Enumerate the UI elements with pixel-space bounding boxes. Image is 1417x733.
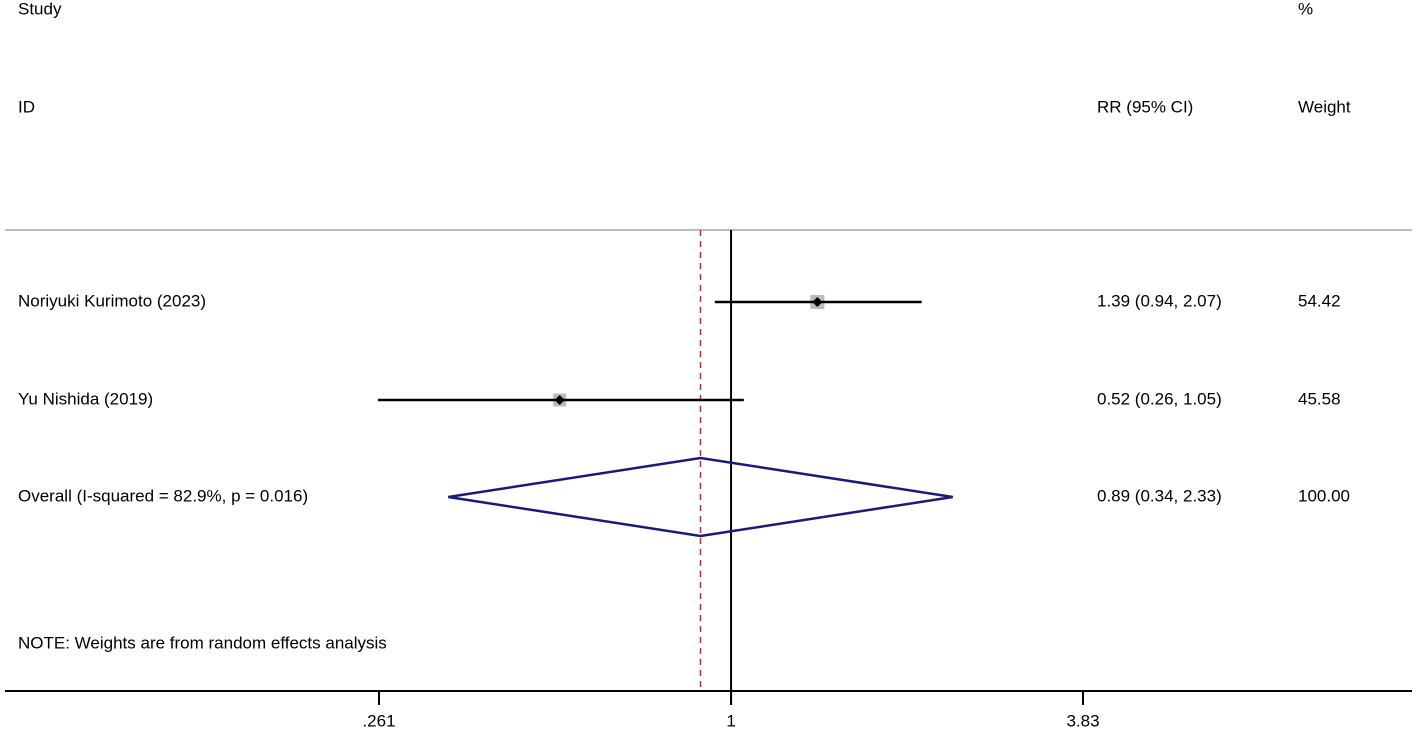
x-tick-label: 3.83 <box>1066 711 1099 730</box>
ci-label: 0.52 (0.26, 1.05) <box>1097 389 1222 408</box>
point-estimate <box>554 395 565 405</box>
header-id: ID <box>18 97 35 116</box>
overall-name: Overall (I-squared = 82.9%, p = 0.016) <box>18 486 308 505</box>
header-effect: RR (95% CI) <box>1097 97 1193 116</box>
x-tick-label: .261 <box>362 711 395 730</box>
overall-diamond <box>448 456 953 538</box>
study-name: Yu Nishida (2019) <box>18 389 153 408</box>
point-estimate <box>812 297 823 307</box>
ci-label: 1.39 (0.94, 2.07) <box>1097 291 1222 310</box>
weight-label: 54.42 <box>1298 291 1341 310</box>
note: NOTE: Weights are from random effects an… <box>18 633 387 652</box>
study-name: Noriyuki Kurimoto (2023) <box>18 291 206 310</box>
x-tick-label: 1 <box>726 711 735 730</box>
ci-label: 0.89 (0.34, 2.33) <box>1097 486 1222 505</box>
header-weight: Weight <box>1298 97 1351 116</box>
weight-label: 100.00 <box>1298 486 1350 505</box>
header-study: Study <box>18 0 62 18</box>
weight-label: 45.58 <box>1298 389 1341 408</box>
header-pct: % <box>1298 0 1313 18</box>
